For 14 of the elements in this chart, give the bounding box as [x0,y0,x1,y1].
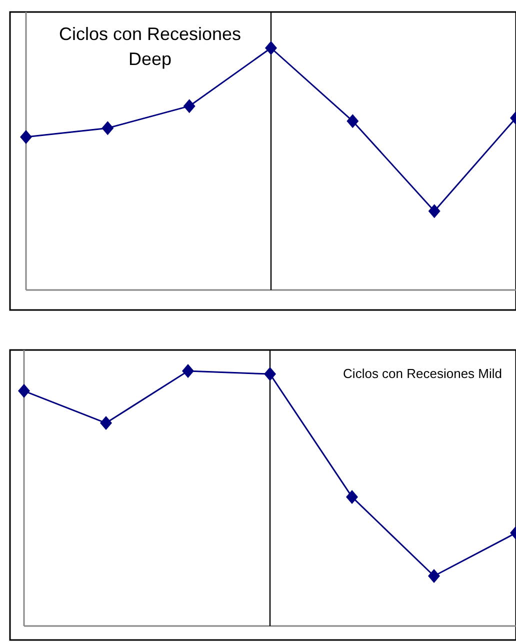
point [20,130,32,144]
point [265,41,277,55]
point [346,114,359,128]
point [18,384,30,398]
point [346,490,358,504]
point [428,569,440,584]
chart-title: Ciclos con Recesiones Deep [58,24,242,69]
point [102,121,114,136]
point [182,364,194,378]
point [428,204,440,218]
point [183,99,196,114]
chart-title: Ciclos con Recesiones Mild [343,366,502,381]
point [264,367,276,382]
point [100,416,112,430]
